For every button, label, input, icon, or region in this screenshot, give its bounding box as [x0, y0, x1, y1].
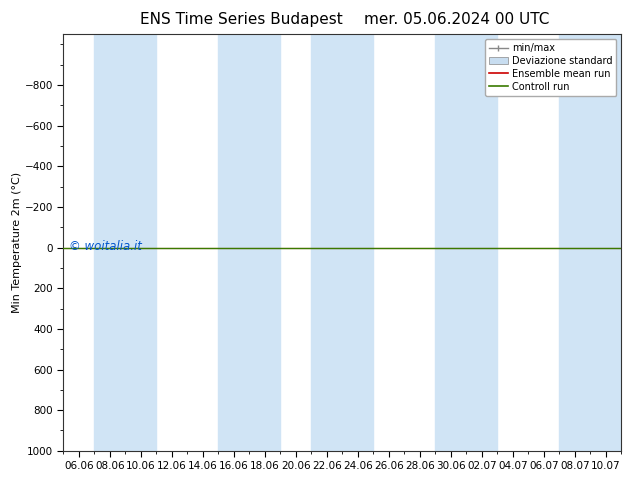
Bar [311, 34, 373, 451]
Bar [436, 34, 497, 451]
Bar [218, 34, 280, 451]
Text: mer. 05.06.2024 00 UTC: mer. 05.06.2024 00 UTC [364, 12, 549, 27]
Text: © woitalia.it: © woitalia.it [69, 241, 142, 253]
Text: ENS Time Series Budapest: ENS Time Series Budapest [139, 12, 342, 27]
Bar [559, 34, 621, 451]
Bar [94, 34, 157, 451]
Legend: min/max, Deviazione standard, Ensemble mean run, Controll run: min/max, Deviazione standard, Ensemble m… [485, 39, 616, 96]
Y-axis label: Min Temperature 2m (°C): Min Temperature 2m (°C) [12, 172, 22, 313]
